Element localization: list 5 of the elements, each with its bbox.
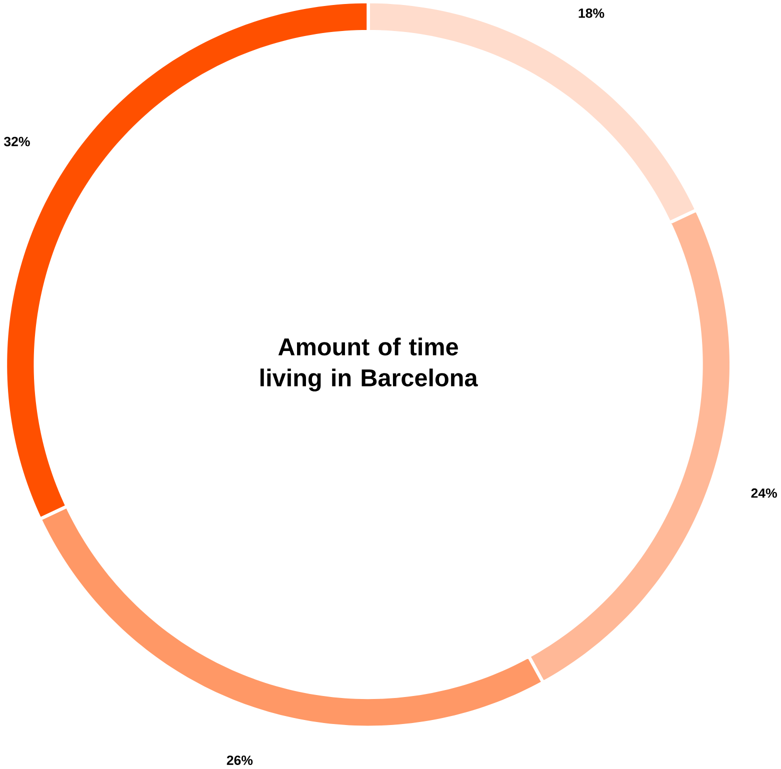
data-label: 24% [751,488,777,498]
data-label: 18% [578,8,604,18]
text: Amount of time living in Barcelona [260,338,478,392]
data-label: 26% [226,756,253,766]
data-label: 32% [4,137,30,146]
